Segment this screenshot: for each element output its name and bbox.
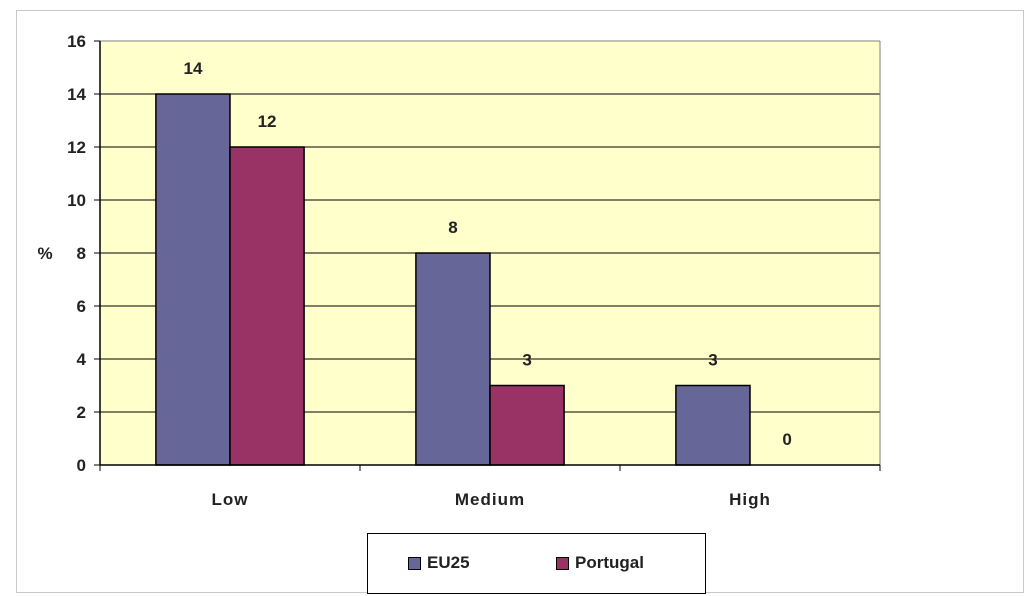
y-tick-label: 2 <box>77 403 86 422</box>
axes <box>94 40 881 471</box>
x-tick-labels: Low Medium High <box>212 490 771 509</box>
legend-swatch-portugal <box>556 556 569 570</box>
legend: EU25 Portugal <box>367 533 706 594</box>
y-axis-label: % <box>37 244 52 263</box>
data-label: 0 <box>782 430 791 449</box>
legend-swatch-eu25 <box>408 556 421 570</box>
y-tick-label: 4 <box>77 350 87 369</box>
bar-eu25-medium <box>415 252 491 466</box>
data-labels: 14 12 8 3 3 0 <box>183 59 791 449</box>
x-tick-label: High <box>729 490 771 509</box>
data-label: 3 <box>708 351 717 370</box>
y-tick-label: 16 <box>67 32 86 51</box>
legend-label-portugal: Portugal <box>575 553 644 572</box>
legend-label-eu25: EU25 <box>427 553 470 572</box>
x-tick-label: Medium <box>455 490 525 509</box>
y-tick-label: 8 <box>77 244 86 263</box>
data-label: 14 <box>183 59 202 78</box>
x-tick-label: Low <box>212 490 249 509</box>
y-tick-label: 12 <box>67 138 86 157</box>
data-label: 3 <box>522 351 531 370</box>
data-label: 8 <box>448 218 457 237</box>
legend-item-portugal: Portugal <box>556 552 644 574</box>
bar-portugal-medium <box>489 384 565 466</box>
y-tick-label: 0 <box>77 456 86 475</box>
bar-eu25-low <box>155 93 231 466</box>
bar-eu25-high <box>675 384 751 466</box>
y-tick-label: 10 <box>67 191 86 210</box>
y-tick-label: 14 <box>67 85 86 104</box>
y-tick-label: 6 <box>77 297 86 316</box>
bars <box>155 93 751 466</box>
y-tick-labels: 0 2 4 6 8 10 12 14 16 <box>67 32 86 475</box>
data-label: 12 <box>258 112 277 131</box>
legend-item-eu25: EU25 <box>408 552 470 574</box>
bar-portugal-low <box>229 146 305 466</box>
